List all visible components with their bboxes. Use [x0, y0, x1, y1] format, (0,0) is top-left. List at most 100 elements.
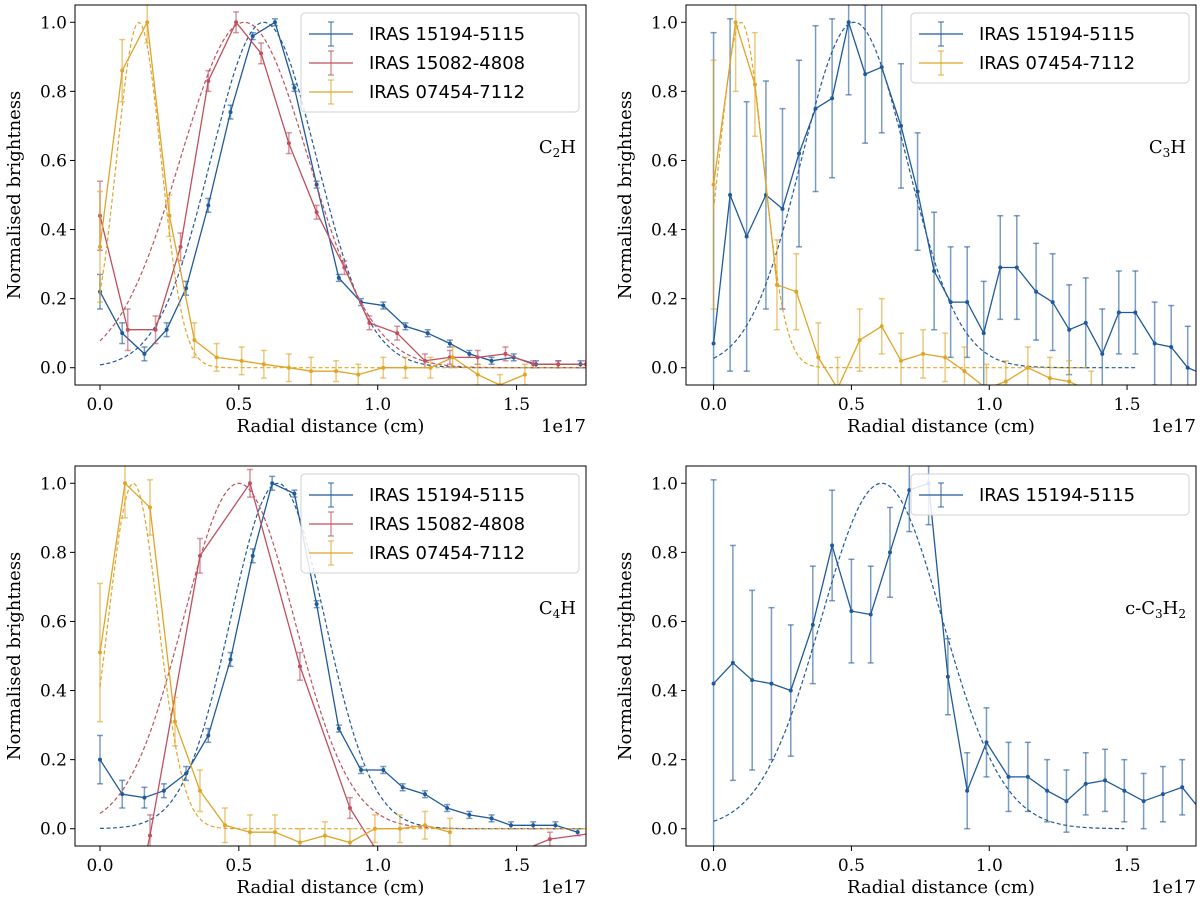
data-point: [531, 823, 536, 828]
x-tick-label: 1.5: [1114, 856, 1141, 876]
data-point: [467, 812, 472, 817]
legend-box: [910, 12, 1190, 84]
data-point: [286, 141, 291, 146]
y-axis-label: Normalised brightness: [4, 552, 25, 761]
data-point: [309, 369, 314, 374]
fit-curve: [99, 21, 586, 369]
y-tick-label: 1.0: [651, 13, 678, 33]
x-tick-label: 1.0: [364, 395, 391, 415]
data-point: [228, 657, 233, 662]
x-tick-label: 1.5: [1114, 395, 1141, 415]
x-tick-label: 0.0: [86, 856, 113, 876]
data-point: [228, 110, 233, 115]
series-iras-07454-7112: [96, 466, 586, 846]
axes-frame: [685, 4, 1197, 386]
data-point: [197, 553, 202, 558]
y-tick-label: 0.8: [651, 543, 678, 563]
y-axis-label: Normalised brightness: [615, 91, 636, 300]
legend-item: IRAS 07454-7112: [309, 540, 525, 566]
data-point: [342, 265, 347, 270]
data-point: [314, 602, 319, 607]
data-point: [1006, 774, 1011, 779]
molecule-annotation: C2H: [539, 137, 576, 160]
data-point: [1067, 327, 1072, 332]
data-point: [322, 833, 327, 838]
data-point: [153, 327, 158, 332]
data-point: [234, 20, 239, 25]
data-point: [1014, 265, 1019, 270]
x-tick-label: 0.5: [225, 856, 252, 876]
data-point: [1064, 799, 1069, 804]
data-point: [314, 182, 319, 187]
y-tick-label: 0.4: [651, 682, 678, 702]
y-tick-label: 0.6: [40, 612, 67, 632]
data-point: [1045, 788, 1050, 793]
data-point: [422, 792, 427, 797]
legend-box: [910, 473, 1190, 516]
legend-item: IRAS 15194-5115: [919, 21, 1135, 47]
data-point: [943, 355, 948, 360]
data-point: [1100, 351, 1105, 356]
data-point: [1050, 300, 1055, 305]
data-point: [1067, 379, 1072, 384]
data-point: [447, 341, 452, 346]
data-point: [1083, 320, 1088, 325]
x-axis-label: Radial distance (cm): [847, 877, 1035, 898]
data-point: [711, 341, 716, 346]
data-point: [1133, 310, 1138, 315]
data-point: [97, 757, 102, 762]
data-point: [356, 372, 361, 377]
data-point: [932, 269, 937, 273]
legend-item: IRAS 07454-7112: [309, 79, 525, 105]
data-point: [447, 830, 452, 835]
data-point: [334, 369, 339, 374]
data-point: [711, 182, 716, 187]
data-point: [367, 320, 372, 325]
y-tick-label: 0.6: [651, 151, 678, 171]
data-point: [879, 324, 884, 329]
data-point: [769, 681, 774, 686]
data-point: [192, 338, 197, 343]
data-point: [948, 300, 953, 305]
data-point: [547, 837, 552, 842]
error-bar: [834, 356, 841, 385]
legend: IRAS 15194-5115: [910, 473, 1190, 516]
data-point: [467, 351, 472, 356]
x-tick-label: 0.5: [838, 395, 865, 415]
data-point: [907, 488, 912, 493]
data-point: [336, 726, 341, 731]
fit-curve: [713, 482, 1125, 830]
data-point: [794, 289, 799, 294]
data-point: [780, 206, 785, 211]
data-point: [863, 72, 868, 77]
fit-curve: [100, 482, 586, 830]
legend-item: IRAS 15194-5115: [309, 21, 525, 47]
data-point: [830, 96, 835, 101]
data-point: [711, 681, 716, 686]
axes-frame: [685, 465, 1197, 847]
data-point: [475, 355, 480, 360]
data-point: [97, 650, 102, 655]
data-point: [1025, 774, 1030, 779]
legend-item: IRAS 07454-7112: [919, 50, 1135, 76]
data-point: [752, 82, 757, 87]
data-point: [774, 282, 779, 287]
legend-item: IRAS 15082-4808: [309, 511, 525, 537]
data-point: [575, 830, 580, 835]
data-point: [395, 331, 400, 336]
data-point: [292, 85, 297, 90]
data-point: [122, 481, 127, 486]
data-point: [239, 358, 244, 363]
data-point: [120, 792, 125, 797]
y-tick-label: 0.0: [40, 820, 67, 840]
x-offset-label: 1e17: [1151, 416, 1196, 437]
error-bar: [497, 849, 503, 870]
legend: IRAS 15194-5115 IRAS 07454-7112: [910, 12, 1190, 84]
data-point: [849, 609, 854, 614]
data-point: [214, 355, 219, 360]
x-tick-label: 0.5: [225, 395, 252, 415]
error-bar: [732, 5, 739, 93]
